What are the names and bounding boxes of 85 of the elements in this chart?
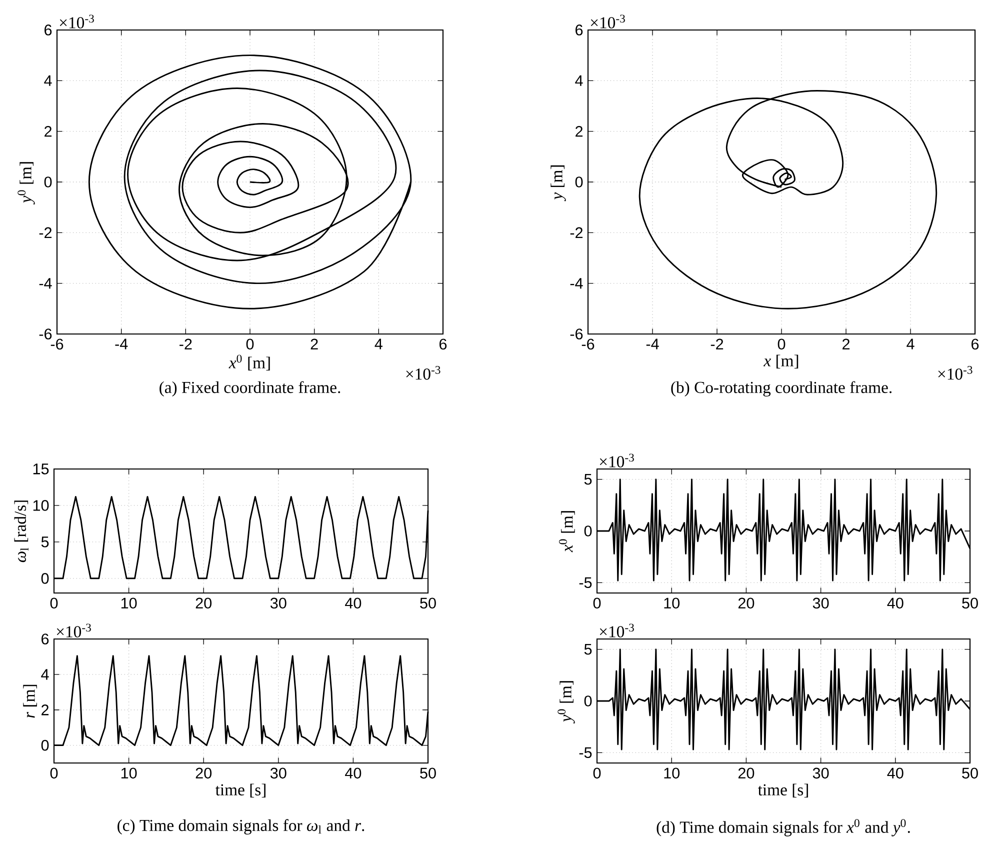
text: ×10$^{-3}$ [56, 624, 91, 638]
text: (a) Fixed coordinate frame. [160, 381, 340, 396]
x-axis-title: x [m] [763, 354, 798, 369]
x-tick-label: 20 [196, 768, 212, 779]
y-tick-label: -4 [39, 278, 52, 289]
x-axis-title: x$^{0}$ [m] [228, 354, 270, 371]
x-tick-label: 40 [887, 768, 904, 779]
y-axis-title: y [m] [550, 165, 566, 202]
y-tick-label: -2 [39, 227, 52, 238]
x-tick-label: 20 [196, 598, 212, 609]
y-axis-title: r [m] [23, 684, 37, 718]
y-tick-label: 4 [575, 75, 583, 86]
x-tick-label: 2 [310, 338, 318, 350]
x-tick-label: 40 [345, 598, 362, 609]
y-tick-label: 10 [33, 500, 49, 511]
y-tick-label: 2 [44, 126, 52, 137]
y-axis-title: y$^{0}$ [m] [558, 681, 575, 724]
y-tick-label: 4 [44, 75, 52, 86]
x-tick-label: 0 [246, 338, 254, 350]
text: ×10$^{-3}$ [60, 14, 94, 28]
x-tick-label: 0 [593, 768, 601, 779]
y-tick-label: 2 [576, 126, 583, 137]
line-series [638, 90, 938, 310]
y-tick-label: 0 [584, 526, 592, 536]
text: ×10$^{-3}$ [406, 366, 440, 380]
x-tick-label: 10 [121, 768, 137, 779]
x-tick-label: -4 [646, 338, 659, 350]
y-tick-label: 6 [42, 634, 49, 644]
y-tick-label: -6 [570, 328, 583, 340]
x-tick-label: 10 [664, 768, 680, 779]
x-tick-label: 4 [374, 338, 382, 350]
x-tick-label: 0 [778, 338, 786, 350]
x-tick-label: 50 [962, 768, 978, 779]
text: (c) Time domain signals for ω$_{l}$ and r. [118, 819, 364, 834]
text: ×10$^{-3}$ [590, 14, 625, 28]
y-axis-title: x$^{0}$ [m] [559, 511, 575, 552]
text: ×10$^{-3}$ [600, 624, 634, 638]
y-tick-label: 15 [33, 464, 49, 474]
x-tick-label: 0 [593, 598, 601, 609]
x-tick-label: -4 [115, 338, 128, 350]
x-tick-label: 40 [887, 598, 904, 609]
y-tick-label: -2 [570, 227, 583, 238]
y-tick-label: 5 [41, 536, 49, 548]
x-tick-label: 10 [121, 598, 137, 609]
y-tick-label: 0 [584, 696, 592, 706]
x-tick-label: 4 [906, 338, 914, 350]
x-tick-label: 6 [972, 338, 979, 350]
x-tick-label: 50 [420, 598, 436, 609]
y-tick-label: -5 [579, 747, 592, 758]
x-tick-label: 20 [738, 768, 754, 779]
x-tick-label: 6 [440, 338, 447, 350]
y-tick-label: -5 [579, 577, 592, 588]
x-tick-label: 30 [270, 768, 286, 779]
x-tick-label: -2 [180, 338, 192, 350]
x-tick-label: 30 [812, 768, 829, 779]
x-axis-title: time [s] [758, 784, 808, 798]
y-tick-label: 0 [575, 176, 583, 188]
x-tick-label: 30 [812, 598, 829, 609]
y-tick-label: 5 [584, 644, 592, 655]
x-tick-label: 50 [962, 598, 978, 609]
x-tick-label: 10 [664, 598, 680, 609]
y-tick-label: 4 [41, 669, 49, 680]
y-tick-label: -6 [39, 328, 52, 340]
y-tick-label: 0 [41, 740, 49, 751]
y-tick-label: -4 [570, 278, 583, 289]
y-tick-label: 0 [44, 176, 52, 188]
text: (b) Co-rotating coordinate frame. [671, 381, 892, 397]
x-tick-label: 50 [420, 768, 436, 779]
y-axis-title: y$^{0}$ [m] [18, 162, 35, 204]
y-tick-label: 6 [44, 24, 52, 36]
y-tick-label: 0 [41, 572, 49, 584]
x-axis-title: time [s] [215, 784, 266, 798]
x-tick-label: 2 [842, 338, 850, 350]
x-tick-label: -2 [710, 338, 724, 350]
y-tick-label: 5 [584, 474, 592, 485]
y-axis-title: ω$_{l}$ [rad/s] [14, 500, 28, 562]
y-tick-label: 6 [576, 24, 583, 36]
x-tick-label: 40 [345, 768, 362, 779]
y-tick-label: 2 [42, 704, 49, 716]
text: ×10$^{-3}$ [600, 454, 634, 468]
x-tick-label: 20 [738, 598, 754, 609]
text: ×10$^{-3}$ [938, 366, 972, 380]
line-series [88, 54, 412, 310]
text: (d) Time domain signals for x$^{0}$ and y$^{0}$. [656, 819, 910, 836]
x-tick-label: 30 [270, 598, 286, 609]
